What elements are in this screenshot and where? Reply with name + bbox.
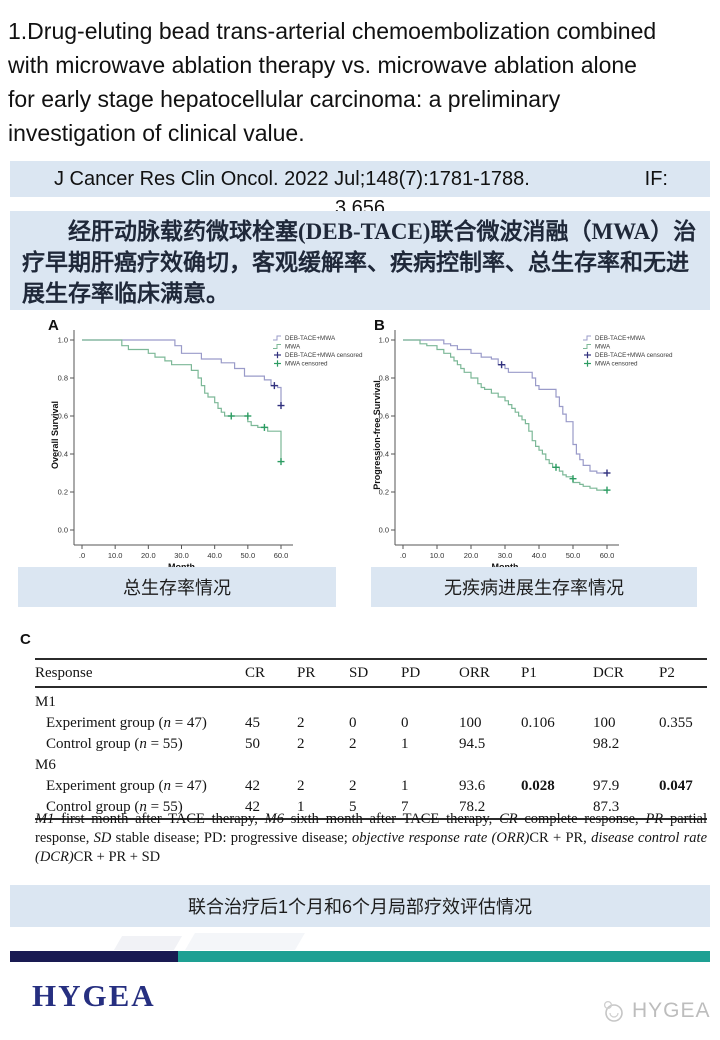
- impact-factor-value-strip: 3.656: [10, 197, 710, 211]
- table-column-header: PD: [401, 659, 459, 688]
- footer-bar-teal: [178, 951, 710, 962]
- table-column-header: DCR: [593, 659, 659, 688]
- hygea-watermark-text: HYGEA: [632, 999, 711, 1022]
- chinese-summary-box: 经肝动脉载药微球栓塞(DEB-TACE)联合微波消融（MWA）治疗早期肝癌疗效确…: [10, 211, 710, 310]
- journal-citation: J Cancer Res Clin Oncol. 2022 Jul;148(7)…: [54, 167, 530, 190]
- caption-overall-survival: 总生存率情况: [18, 567, 336, 607]
- svg-text:.0: .0: [400, 551, 406, 560]
- svg-text:10.0: 10.0: [108, 551, 123, 560]
- svg-text:.0: .0: [79, 551, 85, 560]
- svg-text:DEB-TACE+MWA censored: DEB-TACE+MWA censored: [595, 352, 673, 359]
- table-row: Experiment group (n = 47) 45 2 0 0 100 0.106 10…: [46, 715, 693, 731]
- svg-text:30.0: 30.0: [174, 551, 189, 560]
- impact-factor-label: IF:: [644, 167, 668, 190]
- table-row: Control group (n = 55) 50 2 2 1 94.5 98.2: [46, 736, 620, 752]
- panel-c-label: C: [20, 631, 31, 648]
- svg-text:0.6: 0.6: [379, 412, 389, 421]
- table-column-header: Response: [35, 659, 245, 688]
- svg-text:MWA: MWA: [595, 344, 611, 351]
- title-line: 1.Drug-eluting bead trans-arterial chemo…: [8, 18, 657, 44]
- response-table-wrap: Response CR PR SD PD ORR P1 DCR P2 M1 Experiment g…: [35, 658, 707, 820]
- svg-text:40.0: 40.0: [207, 551, 222, 560]
- svg-text:MWA: MWA: [285, 344, 301, 351]
- table-column-header: P2: [659, 659, 707, 688]
- table-column-header: CR: [245, 659, 297, 688]
- svg-text:50.0: 50.0: [566, 551, 581, 560]
- caption-local-efficacy: 联合治疗后1个月和6个月局部疗效评估情况: [10, 885, 710, 927]
- title-line: investigation of clinical value.: [8, 120, 305, 146]
- table-row: Experiment group (n = 47) 42 2 2 1 93.6 0.028 9…: [46, 778, 693, 794]
- response-table: Response CR PR SD PD ORR P1 DCR P2 M1 Experiment g…: [35, 658, 707, 820]
- svg-text:MWA censored: MWA censored: [595, 361, 638, 368]
- caption-progression-free-survival-text: 无疾病进展生存率情况: [444, 578, 624, 598]
- svg-text:0.8: 0.8: [379, 374, 389, 383]
- decorative-ghost-shape: [185, 933, 305, 950]
- table-footnote: M1 first month after TACE therapy, M6 si…: [35, 811, 708, 865]
- title-line: for early stage hepatocellular carcinoma…: [8, 86, 561, 112]
- svg-text:DEB-TACE+MWA: DEB-TACE+MWA: [595, 335, 646, 342]
- paper-title: 1.Drug-eluting bead trans-arterial chemo…: [8, 14, 714, 150]
- table-column-header: SD: [349, 659, 401, 688]
- km-plot-progression-free-survival: B 0.0 0.2 0.4 0.6 0.8 1.0 .0 10.0 20.0 30.0 40.0 50.…: [372, 317, 673, 572]
- svg-text:40.0: 40.0: [532, 551, 547, 560]
- svg-text:0.6: 0.6: [58, 412, 68, 421]
- svg-text:Overall Survival: Overall Survival: [50, 401, 60, 469]
- svg-text:Progression-free Survival: Progression-free Survival: [372, 380, 382, 490]
- svg-text:1.0: 1.0: [379, 336, 389, 345]
- svg-text:DEB-TACE+MWA: DEB-TACE+MWA: [285, 335, 336, 342]
- svg-text:0.4: 0.4: [58, 450, 68, 459]
- impact-factor-value: 3.656: [334, 197, 386, 211]
- svg-text:30.0: 30.0: [498, 551, 513, 560]
- svg-text:0.2: 0.2: [58, 488, 68, 497]
- table-row: Control group (n = 55) 42 1 5 7 78.2 87.3: [46, 799, 620, 815]
- svg-text:20.0: 20.0: [141, 551, 156, 560]
- caption-progression-free-survival: 无疾病进展生存率情况: [371, 567, 697, 607]
- title-line: with microwave ablation therapy vs. micr…: [8, 52, 637, 78]
- caption-local-efficacy-text: 联合治疗后1个月和6个月局部疗效评估情况: [187, 897, 533, 917]
- table-column-header: ORR: [459, 659, 521, 688]
- svg-text:0.8: 0.8: [58, 374, 68, 383]
- svg-text:50.0: 50.0: [241, 551, 256, 560]
- caption-overall-survival-text: 总生存率情况: [123, 578, 231, 598]
- svg-text:20.0: 20.0: [464, 551, 479, 560]
- hygea-brand-logo: HYGEA: [32, 978, 156, 1013]
- chinese-summary-text: 经肝动脉载药微球栓塞(DEB-TACE)联合微波消融（MWA）治疗早期肝癌疗效确…: [22, 219, 697, 306]
- svg-text:0.0: 0.0: [58, 526, 68, 535]
- svg-text:60.0: 60.0: [274, 551, 289, 560]
- table-column-header: P1: [521, 659, 593, 688]
- decorative-ghost-shape: [113, 936, 183, 950]
- hygea-watermark-icon: [603, 1000, 623, 1022]
- journal-citation-bar: J Cancer Res Clin Oncol. 2022 Jul;148(7)…: [10, 161, 710, 197]
- svg-text:1.0: 1.0: [58, 336, 68, 345]
- svg-text:10.0: 10.0: [430, 551, 445, 560]
- hygea-watermark: HYGEA: [600, 998, 711, 1024]
- table-row: M1: [35, 694, 56, 710]
- svg-text:60.0: 60.0: [600, 551, 615, 560]
- svg-text:MWA censored: MWA censored: [285, 361, 328, 368]
- svg-text:DEB-TACE+MWA censored: DEB-TACE+MWA censored: [285, 352, 363, 359]
- svg-text:A: A: [48, 317, 59, 334]
- svg-text:0.0: 0.0: [379, 526, 389, 535]
- footer-bar-navy: [10, 951, 178, 962]
- svg-text:0.2: 0.2: [379, 488, 389, 497]
- table-column-header: PR: [297, 659, 349, 688]
- km-plot-overall-survival: A 0.0 0.2 0.4 0.6 0.8 1.0 .0 10.0 20.0 30.0 40.0 50.…: [48, 317, 363, 572]
- table-row: M6: [35, 757, 56, 773]
- svg-text:0.4: 0.4: [379, 450, 389, 459]
- svg-text:B: B: [374, 317, 385, 334]
